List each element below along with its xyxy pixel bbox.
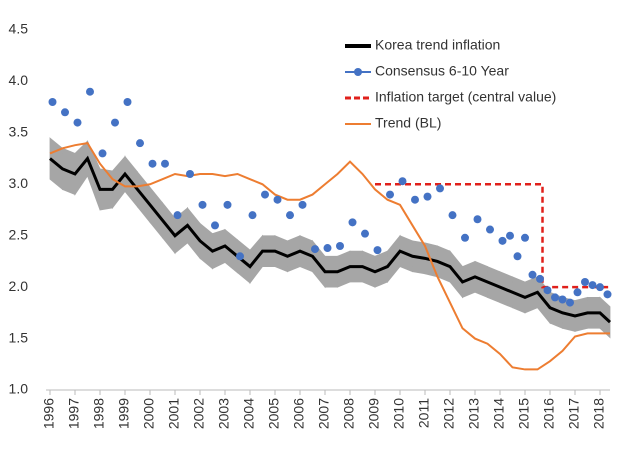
data-point — [573, 288, 582, 297]
data-point — [581, 278, 589, 286]
legend-label: Korea trend inflation — [375, 37, 500, 53]
data-point — [336, 242, 344, 250]
y-tick-label: 2.0 — [9, 278, 29, 294]
data-point — [513, 252, 522, 261]
data-point — [521, 233, 529, 242]
x-tick-label: 2008 — [341, 398, 357, 429]
x-tick-label: 1998 — [91, 398, 107, 429]
legend-label: Trend (BL) — [375, 115, 441, 131]
legend-bg — [341, 87, 611, 109]
x-tick-label: 2000 — [141, 398, 157, 429]
series-line — [49, 142, 610, 371]
data-point — [536, 274, 544, 283]
y-tick-label: 2.5 — [9, 226, 29, 242]
x-tick-label: 2012 — [441, 398, 457, 429]
data-point — [473, 215, 482, 224]
legend-label: Inflation target (central value) — [375, 89, 556, 105]
data-point — [498, 236, 507, 245]
legend-label: Consensus 6-10 Year — [375, 63, 509, 79]
data-point — [236, 252, 244, 261]
x-tick-label: 2015 — [516, 398, 532, 429]
data-point — [596, 283, 604, 292]
data-point — [373, 246, 382, 255]
data-point — [386, 190, 394, 199]
data-point — [361, 229, 369, 238]
data-point — [436, 184, 444, 193]
x-tick-label: 2003 — [216, 398, 232, 429]
x-tick-label: 2009 — [366, 398, 382, 429]
data-point — [551, 293, 559, 302]
x-tick-label: 1999 — [116, 398, 132, 429]
data-point — [286, 211, 294, 220]
data-point — [273, 195, 282, 204]
x-tick-label: 1997 — [66, 398, 82, 429]
x-tick-label: 2011 — [416, 398, 432, 428]
data-point — [588, 281, 597, 290]
series-line — [49, 155, 612, 324]
y-tick-label: 3.0 — [9, 175, 29, 191]
data-point — [173, 211, 182, 220]
data-point — [111, 118, 119, 127]
y-tick-label: 1.0 — [9, 381, 29, 397]
data-point — [261, 190, 269, 199]
data-point — [311, 245, 319, 254]
data-point — [323, 244, 332, 253]
data-point — [528, 270, 537, 279]
x-tick-label: 2006 — [291, 398, 307, 429]
data-point — [248, 211, 257, 220]
data-point — [161, 159, 169, 168]
data-point — [298, 200, 307, 209]
data-point — [148, 159, 157, 168]
x-tick-label: 2013 — [466, 398, 482, 429]
data-point — [136, 139, 144, 148]
data-point — [98, 149, 107, 158]
data-point — [348, 218, 357, 227]
data-point — [48, 98, 57, 106]
data-point — [423, 192, 432, 201]
legend-bg — [341, 113, 611, 135]
data-point — [448, 211, 457, 220]
data-point — [486, 225, 494, 234]
data-point — [186, 170, 194, 178]
x-tick-label: 2002 — [191, 398, 207, 429]
data-point — [461, 233, 469, 242]
data-point — [211, 221, 219, 230]
x-tick-label: 2018 — [591, 398, 607, 429]
x-tick-label: 2014 — [491, 398, 507, 429]
data-point — [603, 290, 612, 299]
data-point — [411, 195, 419, 204]
data-point — [543, 286, 552, 295]
data-point — [86, 87, 94, 96]
x-tick-label: 2005 — [266, 398, 282, 429]
x-tick-label: 2017 — [566, 398, 582, 429]
data-point — [198, 200, 207, 209]
x-tick-label: 2007 — [316, 398, 332, 429]
data-point — [506, 231, 514, 240]
data-point — [61, 108, 69, 117]
series-line — [375, 183, 610, 289]
y-tick-label: 3.5 — [9, 124, 29, 140]
x-tick-label: 2016 — [541, 398, 557, 429]
data-point — [223, 200, 232, 209]
legend-swatch — [354, 68, 362, 76]
x-tick-label: 2010 — [391, 398, 407, 429]
data-point — [566, 298, 574, 307]
legend-bg — [341, 61, 611, 83]
y-tick-label: 4.0 — [9, 72, 29, 88]
y-tick-label: 1.5 — [9, 329, 29, 345]
x-tick-label: 1996 — [41, 398, 57, 429]
x-tick-label: 2004 — [241, 398, 257, 429]
x-tick-label: 2001 — [166, 398, 182, 429]
data-point — [398, 177, 407, 186]
data-point — [73, 118, 82, 127]
legend-bg — [341, 35, 611, 57]
data-point — [558, 295, 567, 304]
y-tick-label: 4.5 — [9, 21, 29, 37]
data-point — [123, 98, 132, 106]
